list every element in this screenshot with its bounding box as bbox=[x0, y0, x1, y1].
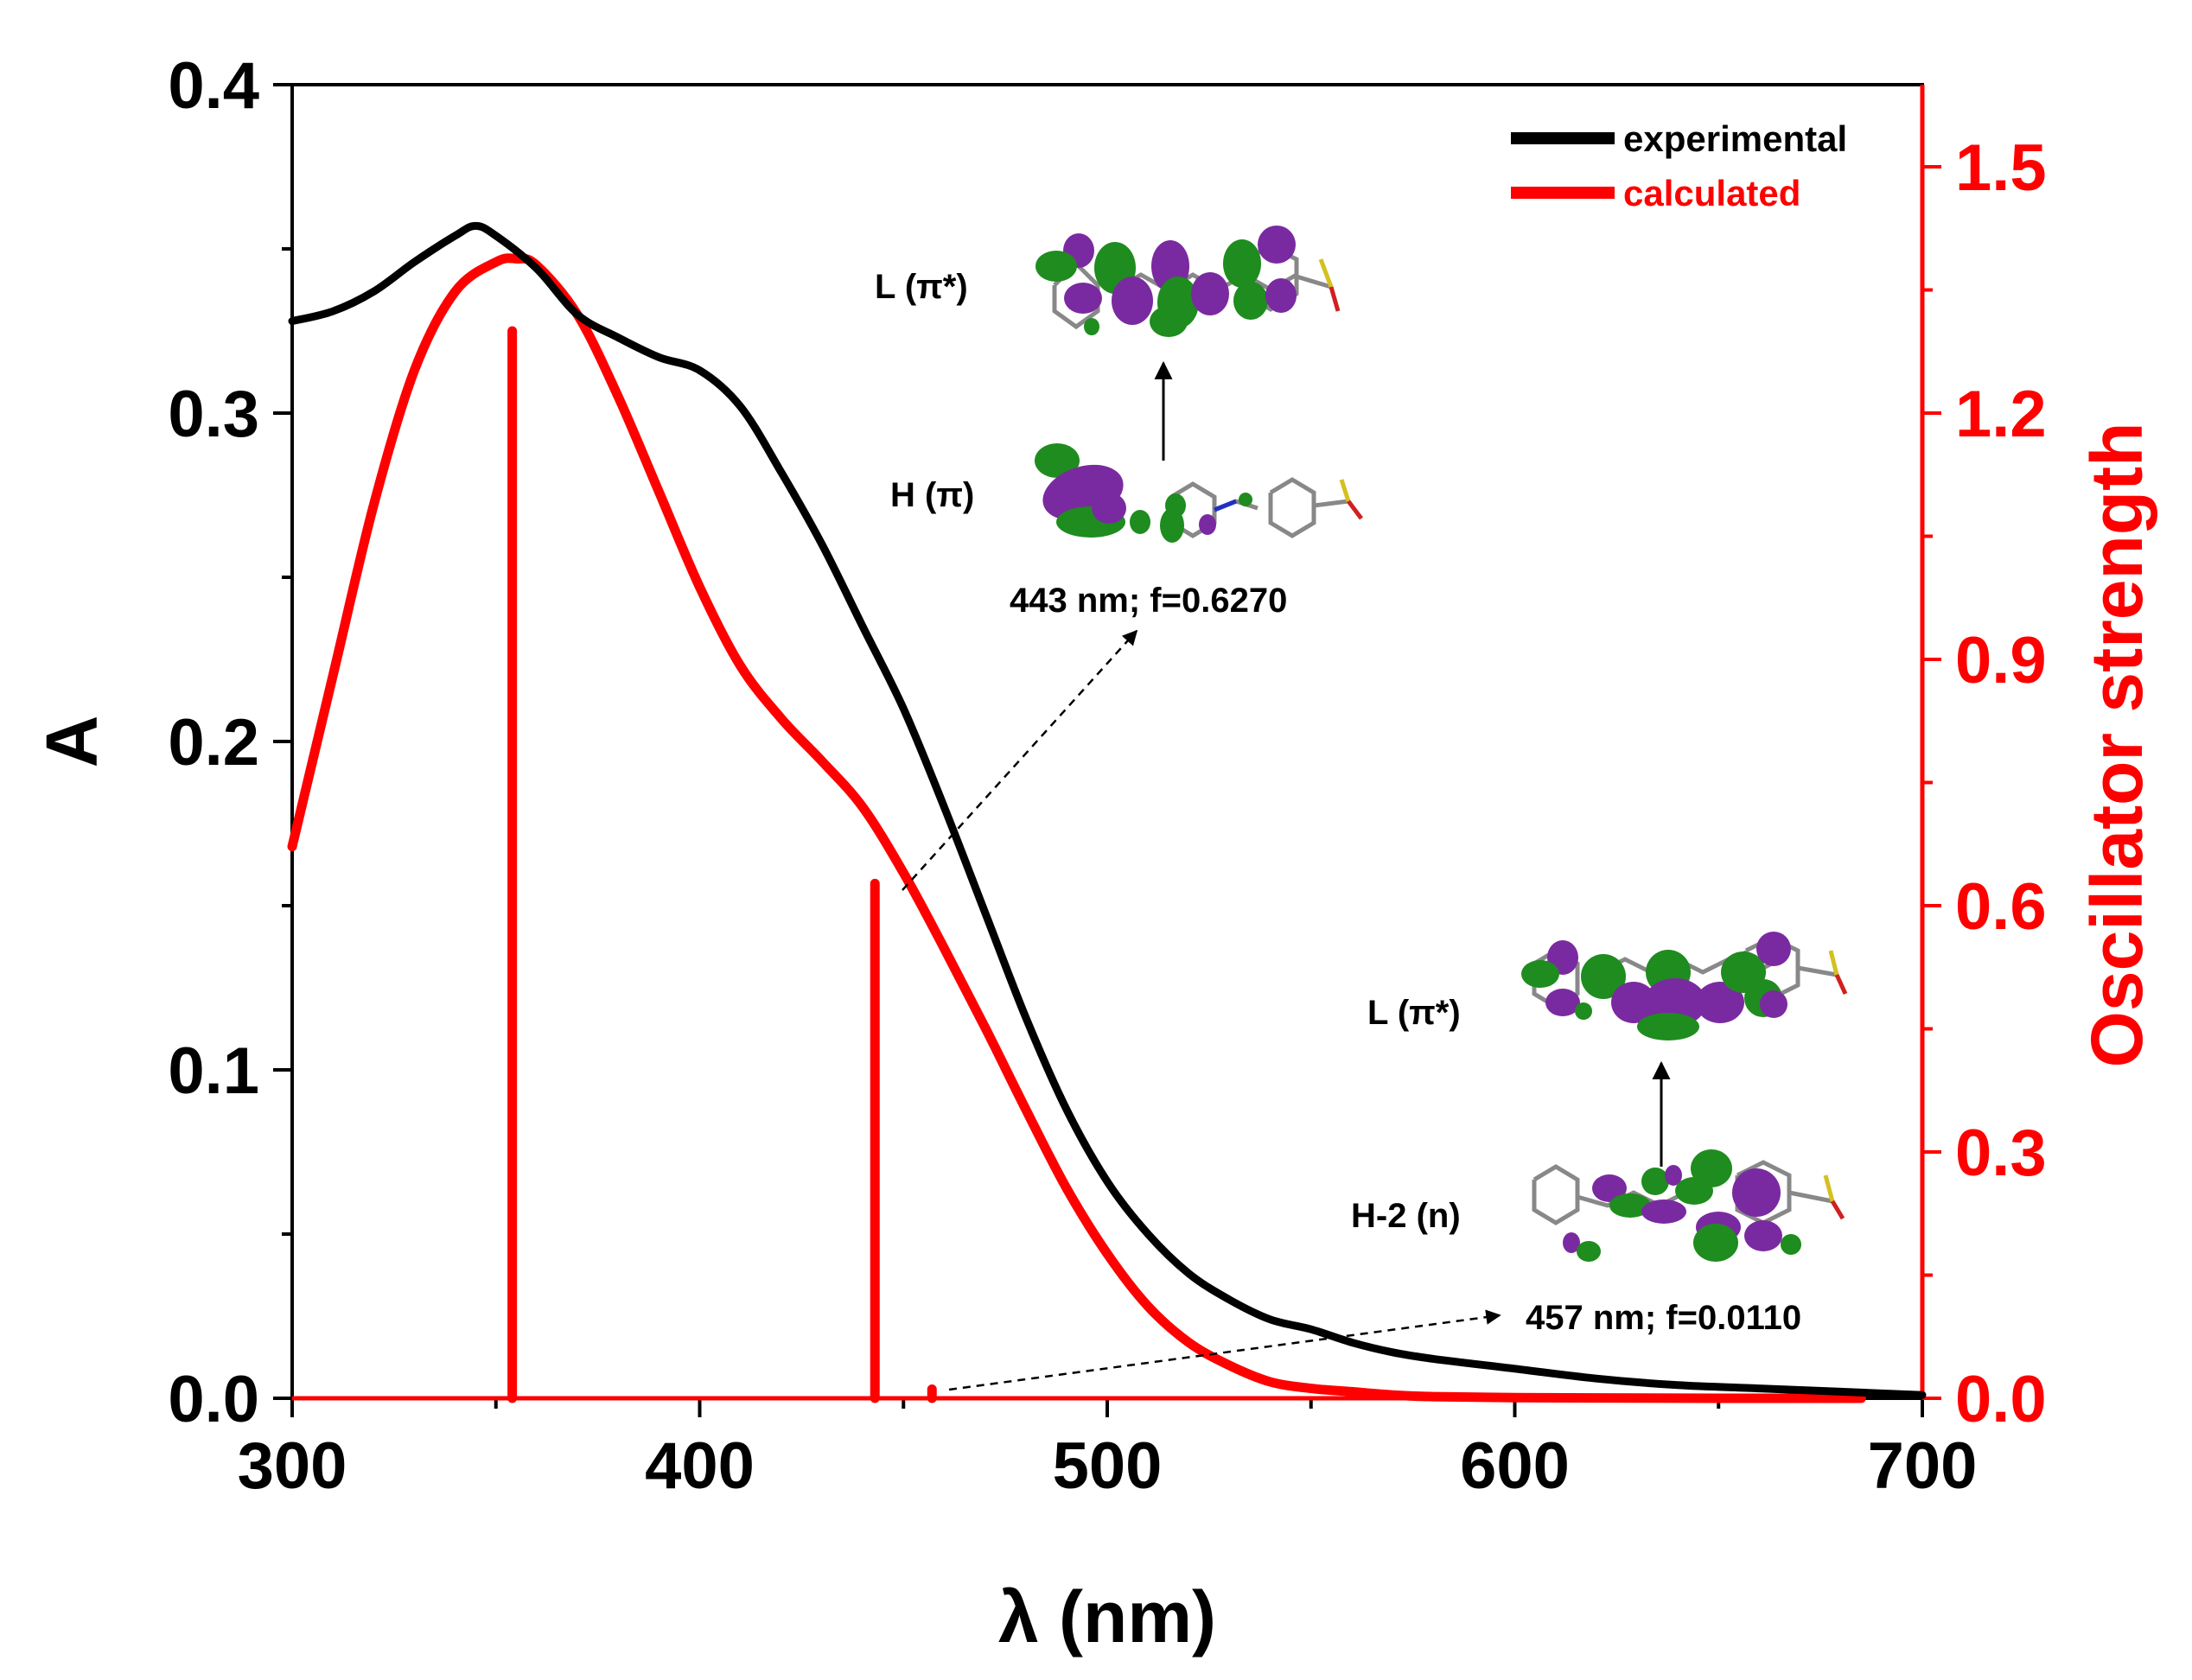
x-tick-label: 600 bbox=[1460, 1429, 1570, 1503]
x-tick-label: 500 bbox=[1053, 1429, 1163, 1503]
legend: experimental calculated bbox=[1511, 118, 1847, 213]
mo-inset-457: L (π*) H-2 (n) bbox=[1351, 932, 1848, 1262]
y-left-tick-label: 0.4 bbox=[168, 49, 259, 123]
legend-label-experimental: experimental bbox=[1623, 118, 1847, 159]
y-left-tick-label: 0.1 bbox=[168, 1034, 259, 1108]
y-right-tick-label: 0.3 bbox=[1955, 1117, 2047, 1190]
mo-label-upper-lumo: L (π*) bbox=[875, 268, 968, 306]
legend-label-calculated: calculated bbox=[1623, 173, 1800, 213]
y-right-tick-label: 0.0 bbox=[1955, 1363, 2047, 1436]
annotation-arrow-457 bbox=[948, 1309, 1501, 1391]
homo-orbital-image-lower bbox=[1532, 1149, 1845, 1262]
annotation-457: 457 nm; f=0.0110 bbox=[1526, 1299, 1801, 1337]
y-right-tick-label: 1.2 bbox=[1955, 378, 2047, 451]
annotation-443: 443 nm; f=0.6270 bbox=[1010, 582, 1287, 620]
y-axis-title-right: Oscillator strength bbox=[2076, 423, 2157, 1068]
series-line-calculated bbox=[287, 253, 1866, 1403]
y-right-tick-label: 0.6 bbox=[1955, 870, 2047, 944]
series-layer bbox=[287, 221, 1927, 1403]
x-axis-title: λ (nm) bbox=[998, 1576, 1216, 1658]
mo-inset-443: L (π*) H (π) bbox=[875, 226, 1363, 543]
y-right-tick-label: 0.9 bbox=[1955, 624, 2047, 697]
homo-orbital-image-upper bbox=[1035, 443, 1363, 543]
ticks-layer: 300 400 500 600 7000.00.10.20.30.40.00.30.60… bbox=[168, 49, 2046, 1503]
x-tick-label: 700 bbox=[1868, 1429, 1978, 1503]
y-axis-title-left: A bbox=[31, 716, 112, 768]
mo-label-lower-lumo: L (π*) bbox=[1367, 994, 1461, 1032]
mo-label-lower-homo: H-2 (n) bbox=[1351, 1197, 1461, 1235]
mo-label-upper-homo: H (π) bbox=[890, 476, 974, 514]
y-right-tick-label: 1.5 bbox=[1955, 131, 2047, 205]
x-tick-label: 300 bbox=[238, 1429, 347, 1503]
y-left-tick-label: 0.2 bbox=[168, 706, 259, 780]
series-line-experimental bbox=[288, 221, 1927, 1399]
lumo-orbital-image-lower bbox=[1521, 932, 1848, 1040]
y-left-tick-label: 0.0 bbox=[168, 1363, 259, 1436]
annotation-arrow-443 bbox=[902, 629, 1138, 891]
lumo-orbital-image-upper bbox=[1035, 226, 1341, 337]
x-tick-label: 400 bbox=[645, 1429, 755, 1503]
y-left-tick-label: 0.3 bbox=[168, 378, 259, 451]
